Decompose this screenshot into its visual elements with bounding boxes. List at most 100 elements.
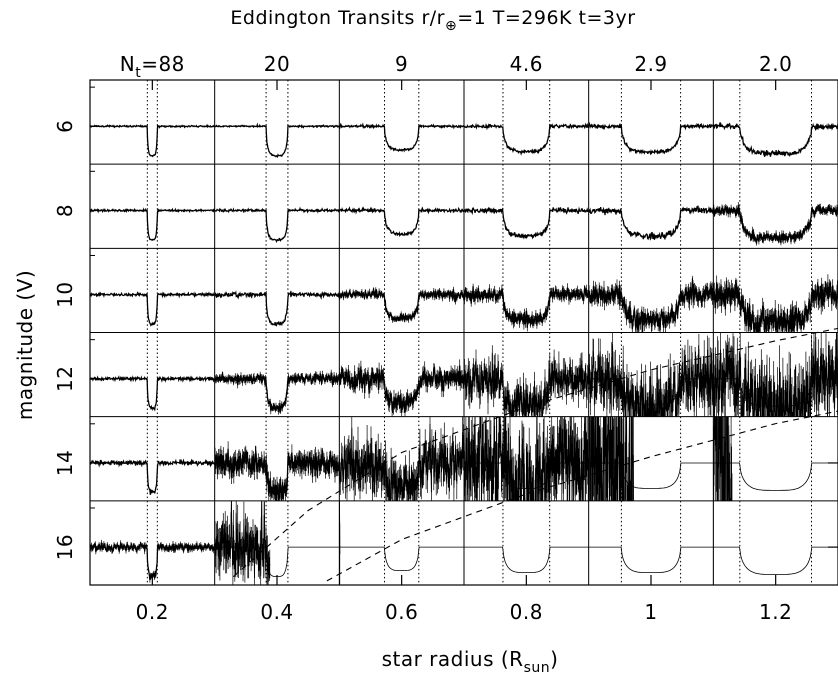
photometry-series bbox=[339, 500, 341, 555]
light-curve-panel bbox=[339, 80, 465, 165]
light-curve-panel bbox=[588, 500, 714, 585]
model-transit-curve bbox=[464, 462, 589, 489]
x-axis: 0.2 0.4 0.6 0.8 1 1.2 bbox=[136, 80, 792, 624]
y-tick-label: 6 bbox=[53, 120, 77, 133]
detection-limit-curve bbox=[233, 327, 838, 578]
light-curve-panel bbox=[588, 80, 714, 165]
top-axis-transit-counts: Nt=88 20 9 4.6 2.9 2.0 bbox=[120, 52, 792, 81]
light-curve-panel bbox=[339, 164, 465, 249]
light-curve-panel bbox=[588, 248, 714, 333]
light-curve-row-mag-10 bbox=[90, 248, 838, 333]
model-transit-curve bbox=[588, 462, 714, 489]
top-axis-label: 4.6 bbox=[510, 52, 543, 76]
photometry-series bbox=[713, 416, 733, 501]
photometry-series bbox=[713, 204, 838, 244]
x-tick-label: 0.6 bbox=[385, 600, 418, 624]
light-curve-row-mag-12 bbox=[90, 332, 838, 417]
photometry-series bbox=[339, 206, 465, 238]
photometry-series bbox=[214, 206, 340, 244]
light-curve-panel bbox=[464, 80, 589, 165]
top-axis-label: 2.9 bbox=[634, 52, 667, 76]
photometry-series bbox=[713, 279, 838, 333]
light-curve-panel bbox=[713, 248, 838, 333]
light-curve-panel bbox=[713, 416, 838, 501]
chart-title: Eddington Transits r/r⊕=1 T=296K t=3yr bbox=[230, 7, 635, 34]
light-curve-panel bbox=[90, 416, 215, 501]
y-tick-label: 8 bbox=[53, 204, 77, 217]
photometry-series bbox=[588, 205, 714, 241]
light-curve-panel bbox=[90, 164, 215, 249]
y-axis: 6 8 10 12 14 16 bbox=[53, 86, 838, 560]
top-axis-label: 2.0 bbox=[759, 52, 792, 76]
photometry-series bbox=[713, 332, 838, 417]
light-curve-panel bbox=[214, 248, 340, 333]
photometry-series bbox=[588, 122, 714, 156]
photometry-series bbox=[464, 122, 589, 156]
photometry-series bbox=[713, 122, 838, 157]
light-curve-panel bbox=[464, 416, 589, 501]
top-axis-label: Nt=88 bbox=[120, 52, 185, 81]
detection-limit-curves bbox=[233, 327, 838, 582]
photometry-series bbox=[214, 122, 340, 159]
x-tick-label: 0.2 bbox=[136, 600, 169, 624]
photometry-series bbox=[90, 375, 215, 412]
top-axis-label: 9 bbox=[395, 52, 408, 76]
photometry-series bbox=[90, 291, 215, 327]
light-curve-panel bbox=[713, 80, 838, 165]
error-bars bbox=[464, 283, 589, 332]
photometry-series bbox=[464, 416, 589, 501]
light-curve-panel bbox=[588, 332, 714, 417]
y-tick-label: 16 bbox=[53, 534, 77, 560]
light-curve-row-mag-6 bbox=[90, 80, 838, 165]
x-axis-label: star radius (Rsun) bbox=[382, 647, 559, 676]
light-curve-panel bbox=[339, 248, 465, 333]
y-tick-label: 10 bbox=[53, 281, 77, 307]
light-curve-panel bbox=[464, 500, 589, 585]
light-curve-panel bbox=[90, 80, 215, 165]
x-tick-label: 1 bbox=[644, 600, 657, 624]
error-bars bbox=[339, 416, 465, 501]
light-curve-panel bbox=[713, 332, 838, 417]
model-transit-curve bbox=[464, 546, 589, 573]
model-transit-curve bbox=[713, 546, 838, 575]
photometry-series bbox=[588, 416, 634, 501]
model-transit-curve bbox=[588, 378, 714, 405]
light-curve-panel bbox=[214, 332, 340, 417]
light-curve-panel bbox=[588, 164, 714, 249]
model-transit-curve bbox=[713, 462, 838, 491]
title-subscript: ⊕ bbox=[445, 18, 457, 34]
detection-limit-curve bbox=[326, 410, 838, 582]
light-curve-panel bbox=[339, 332, 465, 417]
photometry-series bbox=[90, 458, 215, 495]
x-tick-label: 0.4 bbox=[260, 600, 293, 624]
light-curve-panel bbox=[588, 416, 714, 501]
light-curve-panel bbox=[464, 248, 589, 333]
photometry-series bbox=[339, 423, 465, 501]
photometry-series bbox=[214, 290, 340, 327]
grid-lines bbox=[90, 80, 838, 585]
photometry-series bbox=[464, 352, 589, 417]
photometry-series bbox=[339, 365, 465, 413]
error-bars bbox=[214, 441, 340, 501]
light-curve-panel bbox=[214, 416, 340, 501]
light-curve-panel bbox=[214, 164, 340, 249]
x-axis-label-subscript: sun bbox=[524, 660, 551, 676]
error-bars bbox=[588, 275, 714, 333]
light-curve-panel bbox=[713, 164, 838, 249]
photometry-series bbox=[90, 207, 215, 242]
photometry-series bbox=[214, 372, 340, 414]
top-axis-label: 20 bbox=[264, 52, 290, 76]
photometry-series bbox=[464, 286, 589, 328]
y-axis-label: magnitude (V) bbox=[13, 270, 37, 420]
light-curve-panel bbox=[339, 416, 465, 501]
x-tick-label: 0.8 bbox=[510, 600, 543, 624]
light-curve-panel bbox=[90, 248, 215, 333]
photometry-series bbox=[464, 206, 589, 240]
light-curve-panel bbox=[464, 332, 589, 417]
light-curve-panel bbox=[464, 164, 589, 249]
photometry-series bbox=[214, 448, 340, 501]
light-curve-panel bbox=[713, 500, 838, 585]
light-curve-panel bbox=[339, 500, 464, 585]
plot-frame bbox=[89, 79, 838, 586]
